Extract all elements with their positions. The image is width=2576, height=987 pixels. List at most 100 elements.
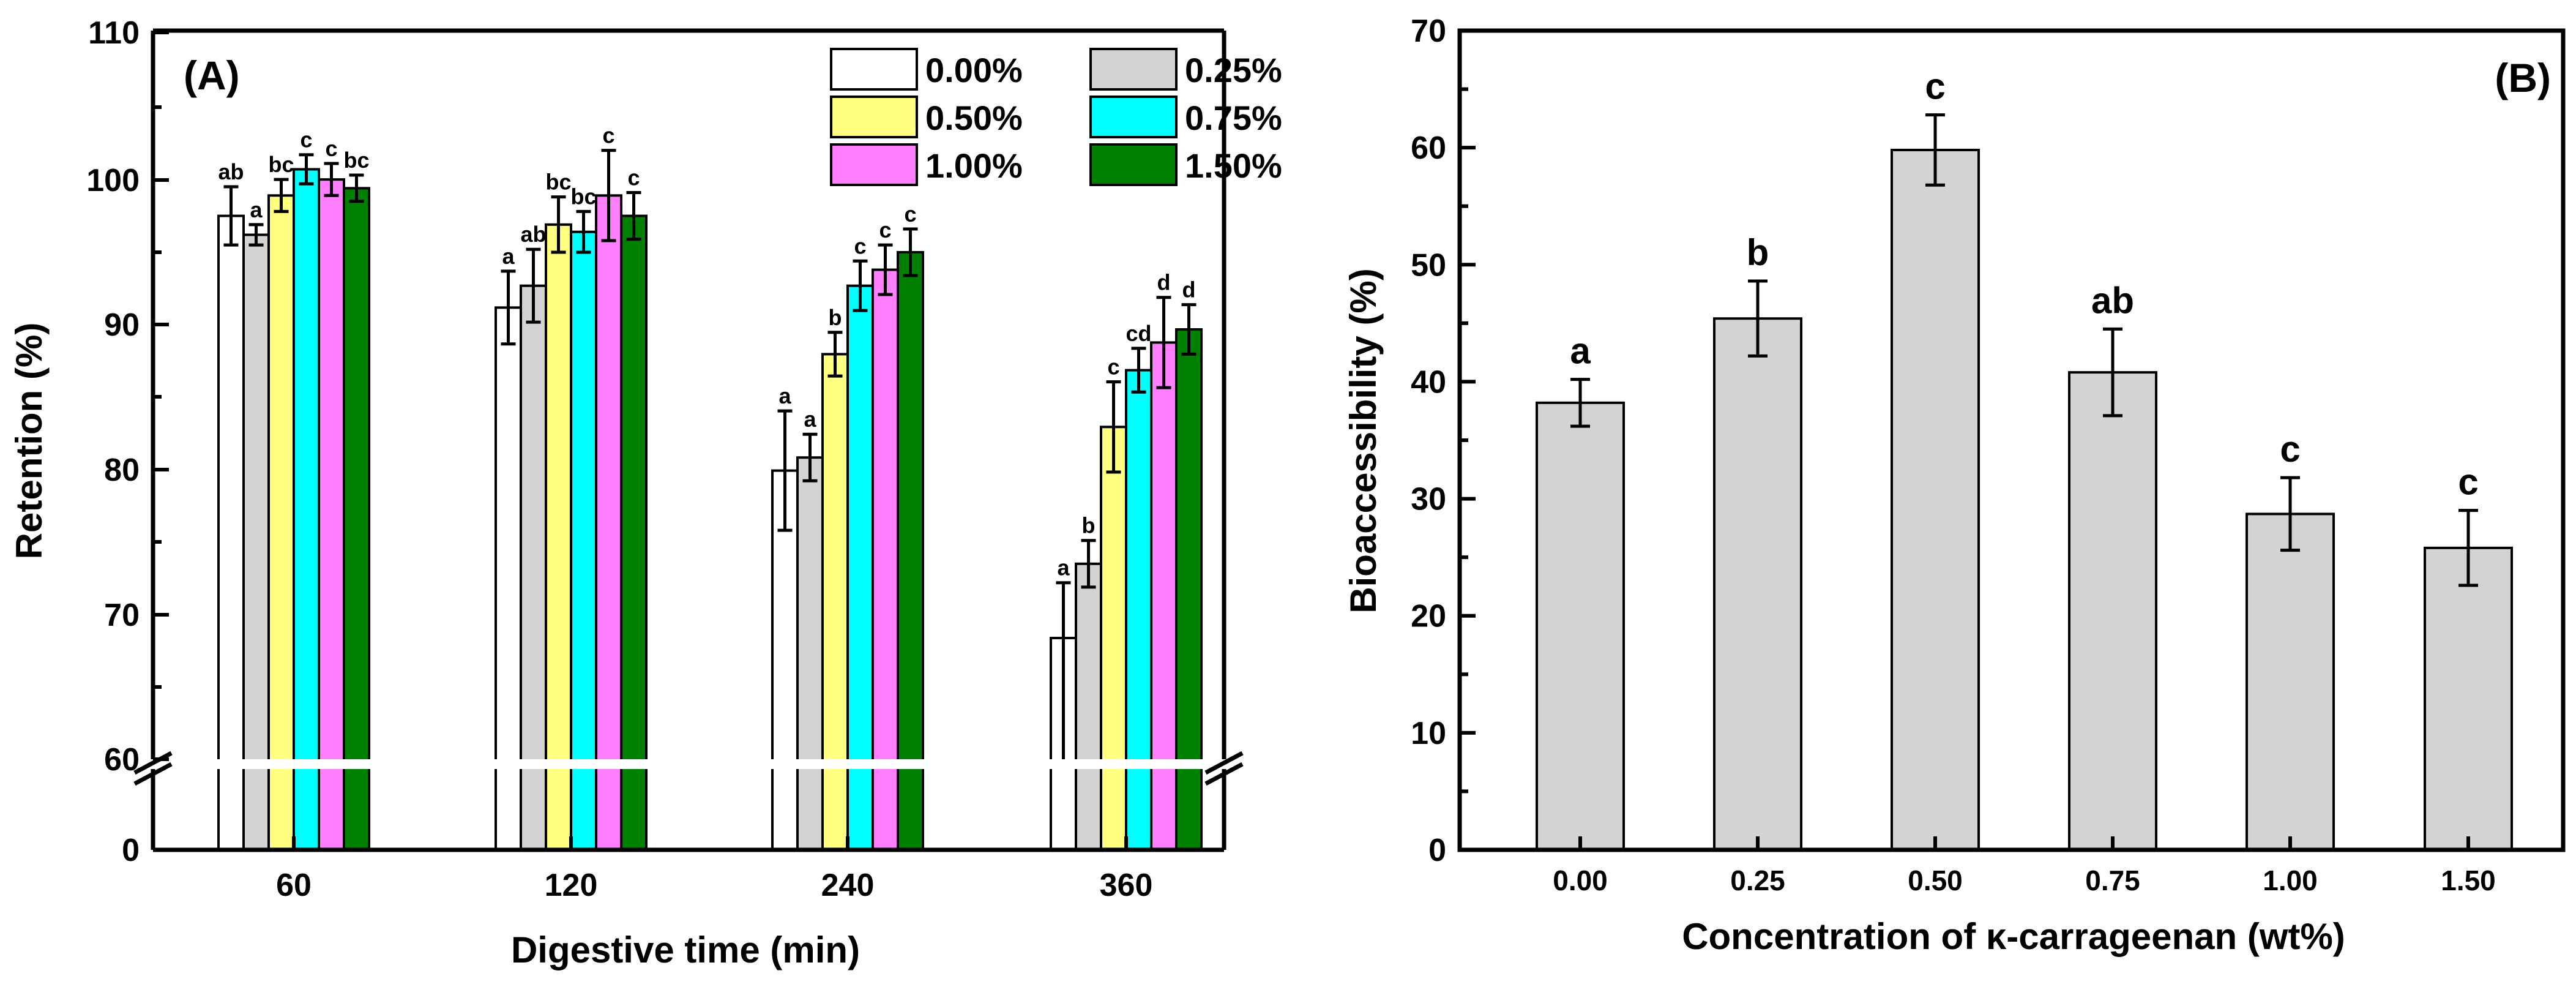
y-tick-label: 60: [104, 742, 140, 778]
bar: [620, 214, 648, 852]
significance-letter: c: [1925, 66, 1945, 107]
x-tick-label: 60: [276, 868, 312, 903]
bar: [2424, 546, 2513, 851]
bar: [595, 194, 622, 851]
legend-label: 0.50%: [925, 99, 1023, 137]
legend-swatch: [830, 143, 918, 186]
y-tick-label: 100: [86, 163, 140, 198]
bar: [293, 168, 320, 851]
y-tick-label: 90: [104, 307, 140, 343]
panel-a-retention-chart: abaaaaababbcbcbccbcccdcccdbcccd060708090…: [9, 15, 1282, 970]
x-axis-title: Digestive time (min): [511, 929, 860, 970]
significance-letter: c: [300, 127, 312, 152]
bar: [217, 214, 245, 852]
significance-letter: bc: [268, 152, 294, 177]
significance-letter: a: [778, 383, 791, 408]
significance-letter: c: [904, 201, 916, 227]
bar: [1125, 369, 1152, 851]
y-tick-label: 40: [1411, 364, 1446, 400]
legend-label: 1.50%: [1185, 146, 1282, 185]
y-tick-label: 80: [104, 452, 140, 488]
legend-label: 0.25%: [1185, 51, 1282, 89]
significance-letter: c: [2458, 462, 2478, 503]
significance-letter: c: [854, 233, 866, 258]
significance-letter: a: [1057, 555, 1070, 580]
x-tick-label: 360: [1100, 868, 1153, 903]
significance-letter: a: [250, 197, 263, 222]
bar: [2246, 512, 2335, 851]
significance-letter: a: [804, 407, 816, 432]
bar: [1075, 562, 1102, 851]
x-tick-label: 1.00: [2263, 865, 2318, 896]
y-tick-label: 10: [1411, 716, 1446, 751]
significance-letter: cd: [1126, 321, 1151, 346]
significance-letter: ab: [520, 222, 546, 247]
y-tick-label: 70: [104, 598, 140, 633]
bar: [242, 233, 270, 852]
bar: [1713, 317, 1802, 851]
significance-letter: a: [1570, 331, 1591, 372]
bar: [570, 230, 597, 851]
significance-letter: ab: [218, 159, 244, 184]
panel-label-b: (B): [2495, 55, 2551, 100]
significance-letter: bc: [343, 148, 369, 173]
significance-letter: d: [1157, 270, 1171, 295]
x-tick-label: 0.00: [1553, 865, 1608, 896]
bar: [1100, 426, 1127, 851]
legend-label: 0.00%: [925, 51, 1023, 89]
bar: [1175, 328, 1203, 851]
axis-break-mark: [133, 762, 173, 786]
significance-letter: c: [1107, 355, 1119, 380]
significance-letter: c: [602, 123, 614, 148]
bar: [545, 223, 572, 851]
y-tick-label: 60: [1411, 130, 1446, 166]
axis-break-mark: [133, 751, 173, 775]
bar: [821, 353, 849, 851]
bar: [1891, 148, 1980, 852]
x-tick-label: 1.50: [2441, 865, 2496, 896]
significance-letter: ab: [2091, 280, 2134, 321]
y-axis-title: Bioaccessibility (%): [1343, 268, 1384, 614]
significance-letter: c: [2280, 429, 2300, 470]
x-tick-label: 0.75: [2085, 865, 2140, 896]
x-tick-label: 120: [545, 868, 598, 903]
bar: [318, 178, 345, 852]
bar: [796, 456, 824, 851]
axis-break-mark: [1204, 762, 1244, 786]
legend-swatch: [1089, 143, 1178, 186]
x-tick-label: 240: [821, 868, 875, 903]
bar: [1150, 341, 1178, 851]
significance-letter: c: [325, 136, 337, 161]
panel-label-a: (A): [184, 53, 240, 98]
bar: [2068, 371, 2157, 851]
legend-label: 1.00%: [925, 146, 1023, 185]
legend-swatch: [1089, 96, 1178, 138]
axis-break-mark: [1204, 751, 1244, 775]
bar: [267, 194, 295, 851]
y-tick-label: 0: [1428, 833, 1446, 868]
axis-break-gap: [141, 759, 1236, 769]
y-tick-label: 110: [88, 15, 140, 51]
bar: [897, 251, 924, 851]
significance-letter: c: [627, 165, 640, 190]
legend-swatch: [830, 48, 918, 91]
y-tick-label: 50: [1411, 247, 1446, 283]
significance-letter: b: [1082, 513, 1096, 538]
y-tick-label: 20: [1411, 599, 1446, 634]
bar: [1536, 401, 1625, 851]
y-axis-title: Retention (%): [9, 323, 50, 560]
significance-letter: b: [829, 305, 842, 330]
legend-swatch: [830, 96, 918, 138]
y-tick-label: 30: [1411, 482, 1446, 517]
significance-letter: d: [1182, 277, 1196, 302]
legend-swatch: [1089, 48, 1178, 91]
significance-letter: bc: [545, 170, 571, 195]
significance-letter: bc: [570, 184, 596, 209]
x-tick-label: 0.25: [1730, 865, 1785, 896]
y-tick-label: 70: [1411, 13, 1446, 49]
y-tick-label: 0: [122, 833, 140, 868]
significance-letter: c: [879, 217, 891, 242]
